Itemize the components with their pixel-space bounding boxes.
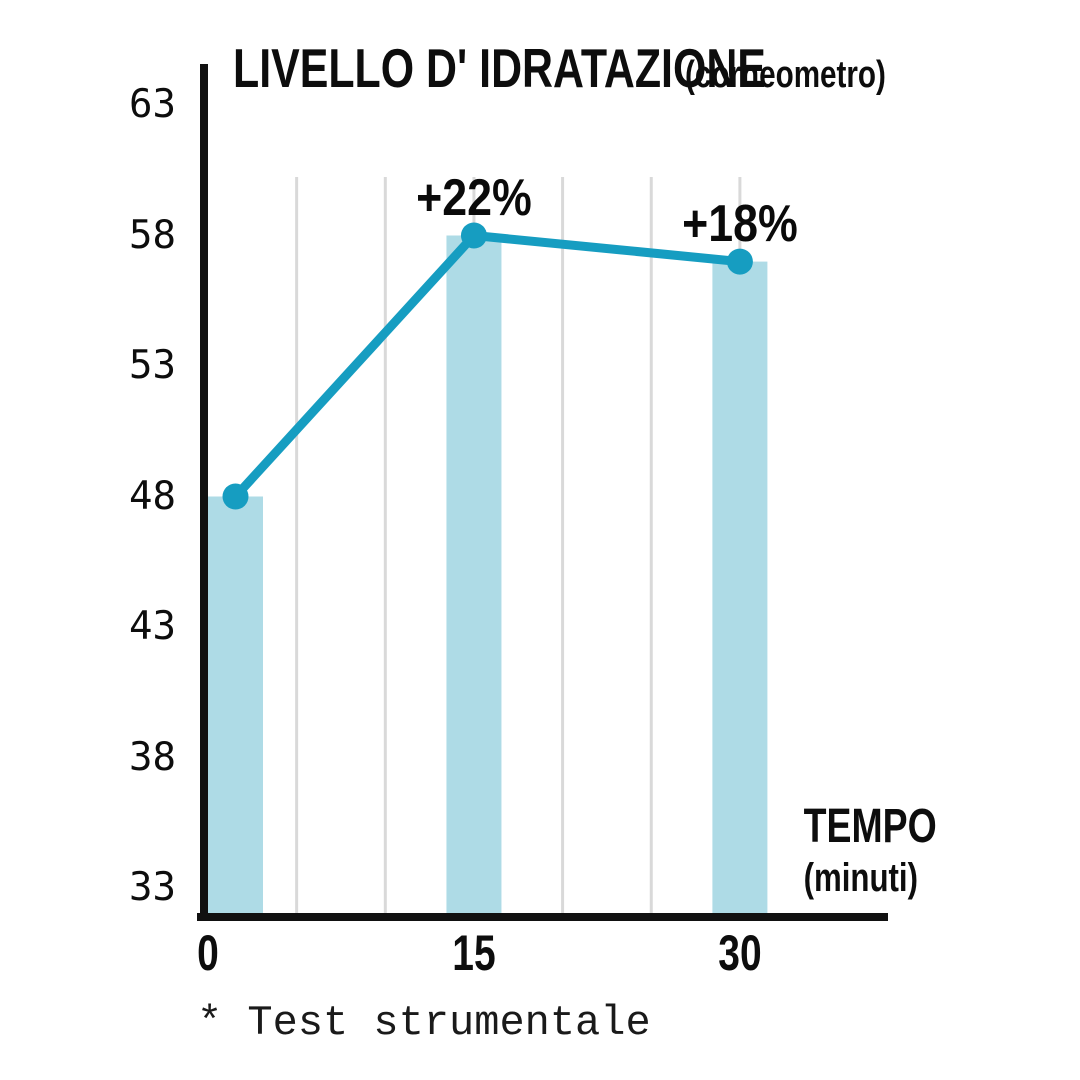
x-axis-title: TEMPO (minuti) (788, 800, 937, 900)
x-axis-title-sub: (minuti) (803, 856, 918, 900)
y-tick-label: 58 (129, 212, 176, 258)
x-tick-label: 0 (197, 925, 219, 981)
x-tick-label: 15 (452, 925, 496, 981)
y-tick-label: 38 (129, 734, 176, 780)
data-point-marker (460, 222, 487, 249)
chart-title-suffix: (corneometro) (685, 54, 886, 96)
data-point-marker (726, 248, 753, 275)
bar (712, 261, 768, 914)
y-tick-label: 53 (129, 343, 176, 388)
bar (446, 235, 502, 913)
footnote: * Test strumentale (197, 999, 651, 1047)
x-axis-title-main: TEMPO (803, 800, 937, 853)
annotation-label: +22% (416, 168, 532, 227)
data-point-marker (222, 483, 249, 510)
y-tick-label: 63 (129, 82, 176, 127)
y-tick-label: 48 (129, 473, 176, 519)
annotation-label: +18% (682, 194, 798, 253)
y-tick-label: 43 (129, 604, 176, 649)
y-tick-label: 33 (129, 865, 176, 910)
y-axis (200, 64, 208, 921)
chart-title-main: LIVELLO D' IDRATAZIONE (233, 37, 766, 99)
x-tick-label: 30 (718, 925, 762, 981)
bar (208, 496, 263, 913)
x-axis (197, 913, 888, 921)
